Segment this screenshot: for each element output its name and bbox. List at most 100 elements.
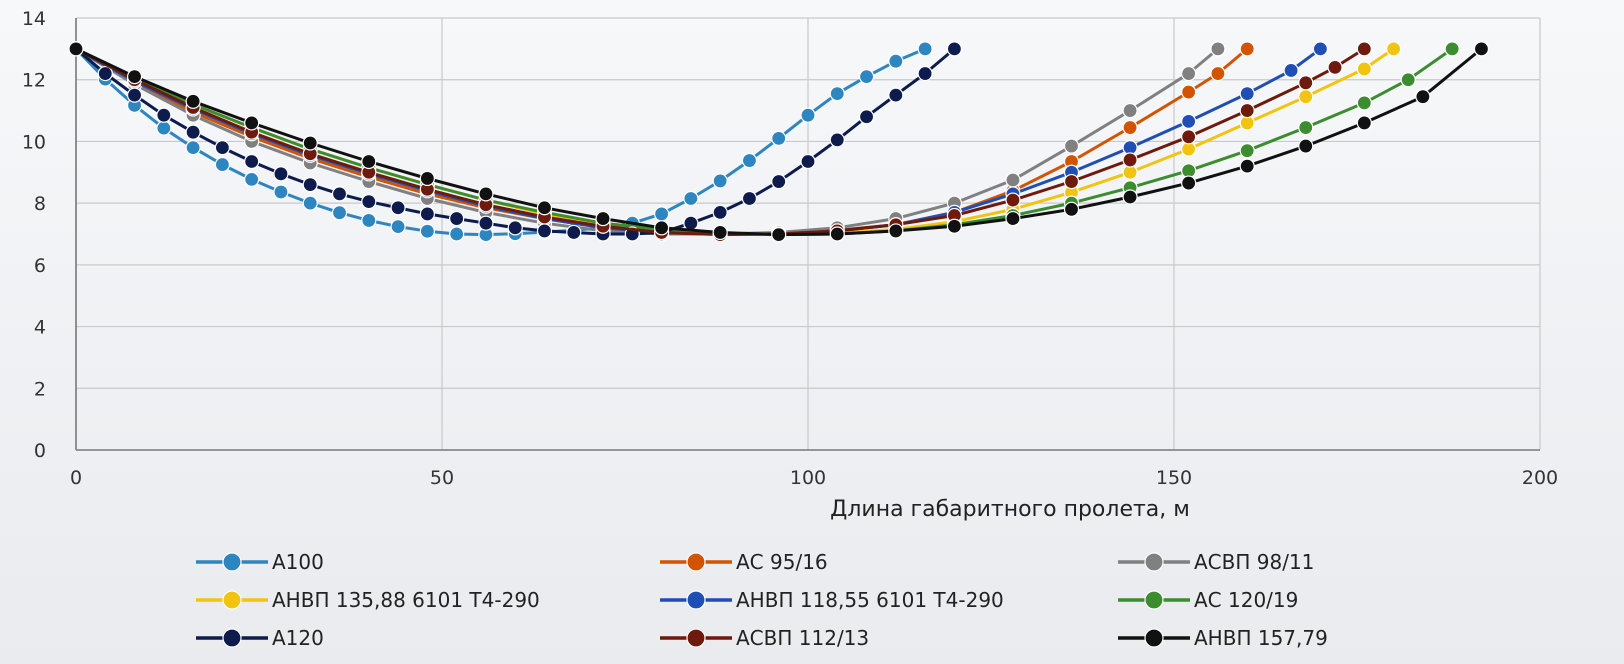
legend-marker [1144, 552, 1164, 572]
tick-labels: 0 2 4 6 8 10 12 14 0 50 100 150 200 [22, 8, 1558, 489]
data-point [829, 226, 845, 242]
data-point [449, 226, 465, 242]
legend-marker [1144, 628, 1164, 648]
legend-marker [222, 590, 242, 610]
data-point [419, 223, 435, 239]
data-point [1063, 201, 1080, 217]
data-point [1356, 95, 1372, 111]
data-point [1005, 192, 1021, 208]
data-point [683, 215, 699, 231]
data-point [1385, 41, 1402, 57]
data-point [68, 41, 84, 57]
x-tick-label: 50 [430, 467, 454, 489]
data-point [126, 69, 143, 85]
legend-entry: АСВП 112/13 [660, 626, 869, 650]
data-point [1005, 210, 1021, 227]
data-point [858, 69, 875, 85]
plot-axes [75, 18, 1540, 451]
data-point [361, 194, 377, 210]
data-point [1298, 138, 1314, 154]
data-point [1005, 172, 1021, 188]
data-point [273, 184, 289, 200]
data-point [946, 41, 963, 57]
data-point [1210, 65, 1226, 82]
data-point [1312, 41, 1329, 57]
legend-label: А120 [272, 626, 324, 650]
data-point [1298, 75, 1314, 91]
data-point [302, 195, 318, 211]
data-point [1063, 138, 1080, 154]
data-point [1473, 41, 1490, 57]
data-point [97, 65, 113, 82]
legend-marker [686, 628, 706, 648]
legend-entry: АНВП 118,55 6101 Т4-290 [660, 588, 1004, 612]
data-point [185, 93, 201, 109]
data-point [478, 186, 494, 202]
data-point [712, 173, 728, 189]
data-point [156, 120, 172, 136]
data-point [771, 130, 787, 146]
data-point [1298, 89, 1314, 105]
data-point [712, 224, 728, 241]
data-point [1239, 102, 1255, 119]
data-point [244, 115, 260, 131]
x-tick-label: 200 [1522, 467, 1558, 489]
series-7 [68, 41, 963, 242]
data-point [126, 87, 143, 103]
data-point [449, 210, 465, 227]
data-point [1122, 119, 1138, 136]
data-point [361, 212, 377, 229]
data-point [273, 166, 289, 182]
y-tick-label: 2 [34, 378, 46, 400]
data-point [1239, 158, 1255, 174]
series-9 [68, 41, 1490, 243]
x-tick-label: 0 [70, 467, 82, 489]
data-point [214, 140, 230, 156]
y-tick-label: 0 [34, 440, 46, 462]
data-point [244, 153, 260, 170]
legend-marker [686, 590, 706, 610]
data-point [1181, 84, 1197, 100]
data-point [1181, 129, 1197, 145]
y-tick-label: 8 [34, 193, 46, 215]
data-point [653, 206, 670, 222]
legend-marker [1144, 590, 1164, 610]
data-point [361, 153, 377, 170]
legend-label: АС 95/16 [736, 550, 828, 574]
legend-marker [686, 552, 706, 572]
data-point [741, 152, 758, 169]
data-point [771, 227, 787, 243]
data-point [1415, 89, 1431, 105]
data-point [1181, 113, 1197, 129]
data-point [800, 153, 816, 170]
data-point [712, 204, 728, 220]
data-point [771, 173, 787, 190]
data-point [888, 223, 904, 239]
x-axis-title: Длина габаритного пролета, м [830, 497, 1190, 522]
data-point [917, 65, 933, 82]
series-layer [68, 41, 1490, 243]
legend-entry: АС 120/19 [1118, 588, 1298, 612]
data-point [566, 224, 582, 241]
legend-marker [222, 628, 242, 648]
data-point [858, 109, 875, 125]
data-point [741, 190, 758, 207]
legend-entry: АНВП 135,88 6101 Т4-290 [196, 588, 540, 612]
legend-label: АСВП 112/13 [736, 626, 869, 650]
plot-grid [75, 17, 1541, 451]
data-point [478, 215, 494, 231]
data-point [1239, 41, 1255, 57]
data-point [1181, 175, 1197, 191]
y-tick-label: 12 [22, 70, 46, 92]
legend-entry: АСВП 98/11 [1118, 550, 1314, 574]
data-point [1356, 41, 1372, 57]
data-point [331, 186, 348, 202]
legend-label: АНВП 118,55 6101 Т4-290 [736, 588, 1004, 612]
data-point [536, 223, 553, 239]
data-point [1210, 41, 1226, 57]
y-tick-label: 10 [22, 131, 46, 153]
data-point [1122, 152, 1138, 168]
data-point [214, 156, 230, 173]
data-point [185, 124, 201, 140]
